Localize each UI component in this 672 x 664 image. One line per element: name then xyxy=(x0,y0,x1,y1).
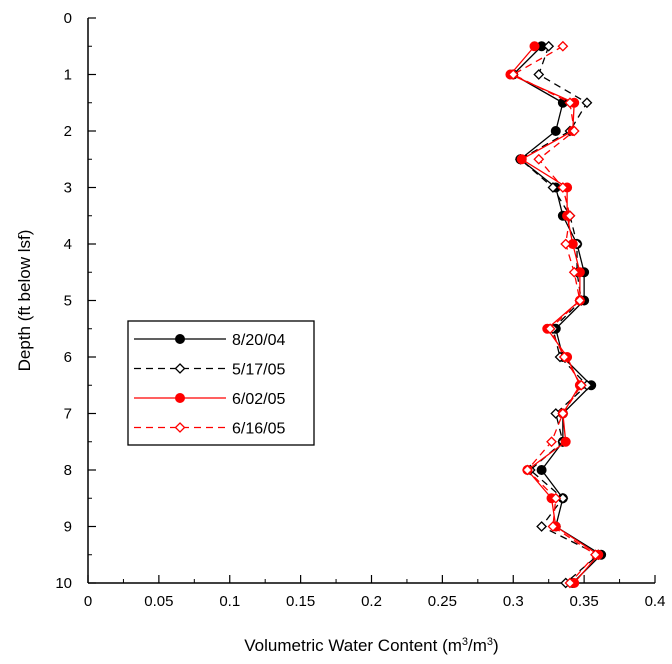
data-point xyxy=(568,125,580,137)
y-tick-label: 4 xyxy=(64,236,72,253)
data-point xyxy=(546,436,557,448)
data-point xyxy=(536,465,547,475)
data-point xyxy=(533,153,545,165)
series-6-02-05 xyxy=(505,41,604,588)
data-point xyxy=(557,492,569,504)
x-tick-label: 0.35 xyxy=(570,593,599,610)
legend-label: 6/02/05 xyxy=(232,391,285,408)
legend-label: 8/20/04 xyxy=(232,332,285,349)
data-point xyxy=(550,492,562,504)
y-tick-label: 3 xyxy=(64,180,72,197)
series-6-16-05 xyxy=(507,40,601,589)
data-point xyxy=(564,210,576,222)
data-point xyxy=(557,408,569,419)
y-tick-label: 9 xyxy=(64,519,72,536)
y-tick-label: 0 xyxy=(64,10,72,27)
data-point xyxy=(507,69,519,80)
legend: 8/20/04 5/17/05 6/02/05 6/16/05 xyxy=(127,320,315,446)
x-axis-title: Volumetric Water Content (m3/m3) xyxy=(244,636,498,655)
data-point xyxy=(175,334,185,344)
y-tick-label: 1 xyxy=(64,67,72,84)
legend-label: 5/17/05 xyxy=(232,362,285,379)
legend-box xyxy=(127,320,315,446)
series-layer xyxy=(505,40,607,589)
data-point xyxy=(574,295,586,306)
data-point xyxy=(544,323,556,335)
data-point xyxy=(581,97,593,109)
data-point xyxy=(522,464,533,476)
y-axis-title: Depth (ft below lsf) xyxy=(15,230,34,372)
data-point xyxy=(557,40,569,52)
series-5-17-05 xyxy=(514,40,604,589)
data-point xyxy=(560,238,572,250)
data-point xyxy=(547,182,559,193)
y-tick-label: 6 xyxy=(64,349,72,366)
y-axis-ticks: 0 1 2 3 4 5 6 7 8 9 10 xyxy=(55,10,96,592)
y-tick-label: 7 xyxy=(64,406,72,423)
data-point xyxy=(560,436,571,447)
data-point xyxy=(543,40,555,52)
data-point xyxy=(558,351,570,363)
data-point xyxy=(564,97,576,109)
data-point xyxy=(175,393,185,403)
x-tick-label: 0.25 xyxy=(428,593,457,610)
x-tick-label: 0.05 xyxy=(144,593,173,610)
data-point xyxy=(550,126,561,136)
y-tick-label: 8 xyxy=(64,462,72,479)
series-line xyxy=(509,45,600,584)
data-point xyxy=(557,182,569,193)
series-line xyxy=(512,45,603,584)
data-point xyxy=(568,266,580,278)
data-point xyxy=(536,521,548,532)
data-point xyxy=(516,154,527,165)
x-tick-label: 0.2 xyxy=(361,593,382,610)
y-tick-label: 10 xyxy=(55,575,72,592)
legend-label: 6/16/05 xyxy=(232,421,285,438)
data-point xyxy=(564,577,576,589)
x-tick-label: 0.4 xyxy=(645,593,666,610)
x-tick-label: 0.1 xyxy=(219,593,240,610)
series-line xyxy=(519,46,600,584)
x-axis-ticks: 0 0.05 0.1 0.15 0.2 0.25 0.3 0.35 0.4 xyxy=(84,575,666,610)
data-point xyxy=(174,422,186,433)
x-tick-label: 0.3 xyxy=(503,593,524,610)
x-tick-label: 0.15 xyxy=(286,593,315,610)
x-tick-label: 0 xyxy=(84,593,92,610)
data-point xyxy=(529,41,540,52)
data-point xyxy=(174,363,186,374)
data-point xyxy=(590,549,601,561)
series-line xyxy=(511,45,597,584)
data-point xyxy=(575,379,587,391)
data-point xyxy=(533,69,545,80)
y-tick-label: 2 xyxy=(64,123,72,140)
data-point xyxy=(547,521,559,532)
y-tick-label: 5 xyxy=(64,293,72,310)
